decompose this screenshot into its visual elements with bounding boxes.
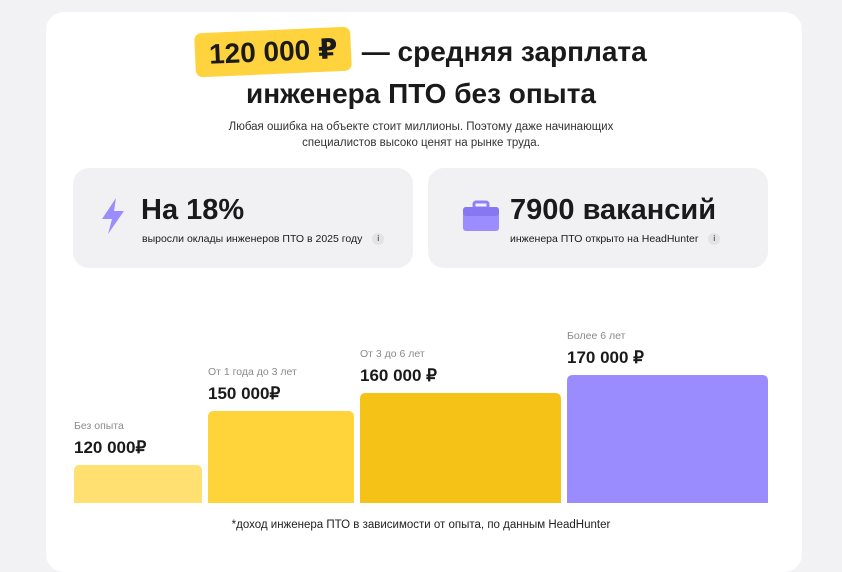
bar-1 (74, 465, 202, 503)
headline-line1: — средняя зарплата (361, 36, 647, 67)
headline: 120 000 ₽ — средняя зарплата инженера ПТ… (0, 26, 842, 114)
stat-card-growth: На 18% выросли оклады инженеров ПТО в 20… (73, 168, 413, 268)
stat-caption: выросли оклады инженеров ПТО в 2025 году… (142, 232, 385, 246)
lightning-icon (99, 196, 127, 241)
stat-value: На 18% (141, 194, 245, 226)
headline-line2: инженера ПТО без опыта (246, 78, 596, 109)
bar-value-label: 120 000₽ (74, 438, 146, 457)
salary-bar-chart: 120 000₽ Без опыта 150 000₽ От 1 года до 3 … (74, 330, 768, 503)
stat-caption: инженера ПТО открыто на HeadHunter i (510, 232, 721, 246)
footnote: *доход инженера ПТО в зависимости от опы… (231, 519, 611, 531)
bar-value-label: 150 000₽ (208, 384, 280, 403)
bar-3 (360, 393, 561, 503)
briefcase-icon (462, 200, 500, 237)
subtitle-line2: специалистов высоко ценят на рынке труда… (302, 137, 540, 149)
stat-value: 7900 вакансий (510, 194, 717, 226)
stat-caption-text: выросли оклады инженеров ПТО в 2025 году (142, 233, 363, 245)
bar-value-label: 160 000 ₽ (360, 366, 437, 385)
bar-category-label: От 3 до 6 лет (360, 348, 425, 360)
subtitle: Любая ошибка на объекте стоит миллионы. … (0, 119, 842, 151)
stat-caption-text: инженера ПТО открыто на HeadHunter (510, 233, 699, 245)
subtitle-line1: Любая ошибка на объекте стоит миллионы. … (228, 121, 614, 133)
bar-category-label: Без опыта (74, 420, 124, 432)
bar-4 (567, 375, 768, 503)
stat-card-vacancies: 7900 вакансий инженера ПТО открыто на He… (428, 168, 768, 268)
bar-category-label: От 1 года до 3 лет (208, 366, 297, 378)
info-icon[interactable]: i (708, 233, 721, 245)
bar-category-label: Более 6 лет (567, 330, 626, 342)
bar-value-label: 170 000 ₽ (567, 348, 644, 367)
info-icon[interactable]: i (372, 233, 385, 245)
bar-2 (208, 411, 354, 503)
